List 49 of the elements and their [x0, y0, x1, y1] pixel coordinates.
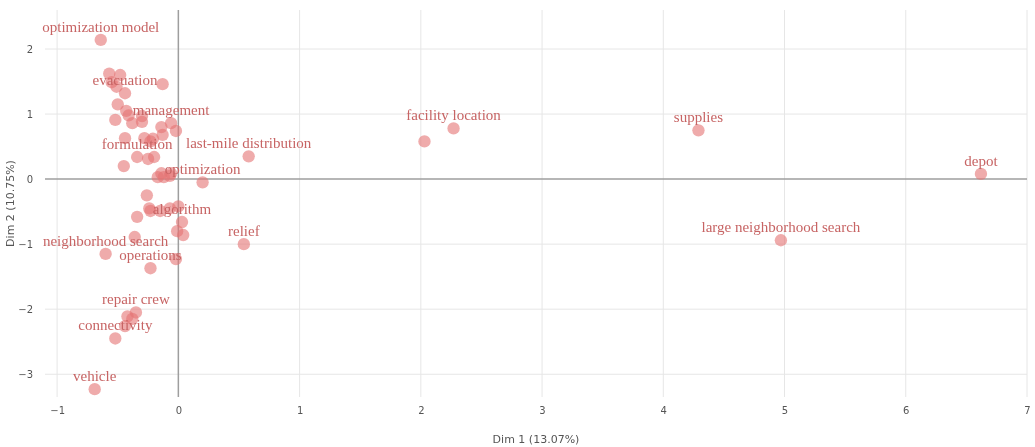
point: [144, 262, 157, 275]
x-axis-title: Dim 1 (13.07%): [492, 433, 580, 446]
point: [88, 383, 101, 396]
y-tick-label: 1: [26, 108, 33, 120]
x-tick-label: 5: [781, 405, 789, 417]
x-tick-label: 6: [903, 405, 910, 417]
point: [141, 152, 155, 166]
point: [109, 113, 122, 127]
point: [118, 87, 132, 100]
x-tick-label: 3: [539, 405, 546, 417]
x-tick-label: 0: [175, 405, 183, 417]
point: [130, 150, 144, 164]
x-tick-label: −1: [50, 405, 65, 417]
y-tick-label: 0: [26, 173, 33, 185]
y-tick-label: 2: [26, 43, 33, 55]
x-tick-label: 2: [418, 405, 425, 417]
y-tick-label: −3: [18, 368, 33, 380]
x-tick-label: 1: [296, 405, 304, 417]
annotation: vehicle: [73, 368, 117, 385]
annotation: large neighborhood search: [701, 219, 861, 236]
annotation: connectivity: [78, 317, 153, 334]
point: [169, 124, 183, 138]
annotation: depot: [964, 152, 999, 169]
point: [117, 159, 130, 173]
point: [242, 150, 255, 163]
annotation: repair crew: [101, 291, 171, 308]
point: [774, 234, 788, 247]
point: [156, 77, 169, 91]
annotation: optimization model: [42, 18, 160, 35]
point: [140, 189, 154, 202]
annotation: neighborhood search: [42, 232, 169, 249]
point: [196, 176, 209, 189]
point: [130, 210, 144, 223]
annotation: last-mile distribution: [185, 135, 312, 152]
annotation: facility location: [406, 107, 502, 124]
point: [418, 135, 431, 148]
point: [692, 124, 705, 137]
point: [111, 98, 124, 111]
y-axis-title: Dim 2 (10.75%): [4, 160, 17, 247]
x-tick-label: 4: [660, 405, 667, 417]
point: [447, 122, 460, 135]
point: [177, 228, 190, 242]
y-tick-label: −1: [18, 238, 33, 250]
point: [109, 332, 122, 345]
annotation: relief: [228, 223, 260, 240]
point: [237, 237, 250, 251]
y-tick-label: −2: [18, 303, 33, 315]
x-tick-label: 7: [1024, 405, 1031, 417]
annotation: supplies: [673, 109, 724, 126]
